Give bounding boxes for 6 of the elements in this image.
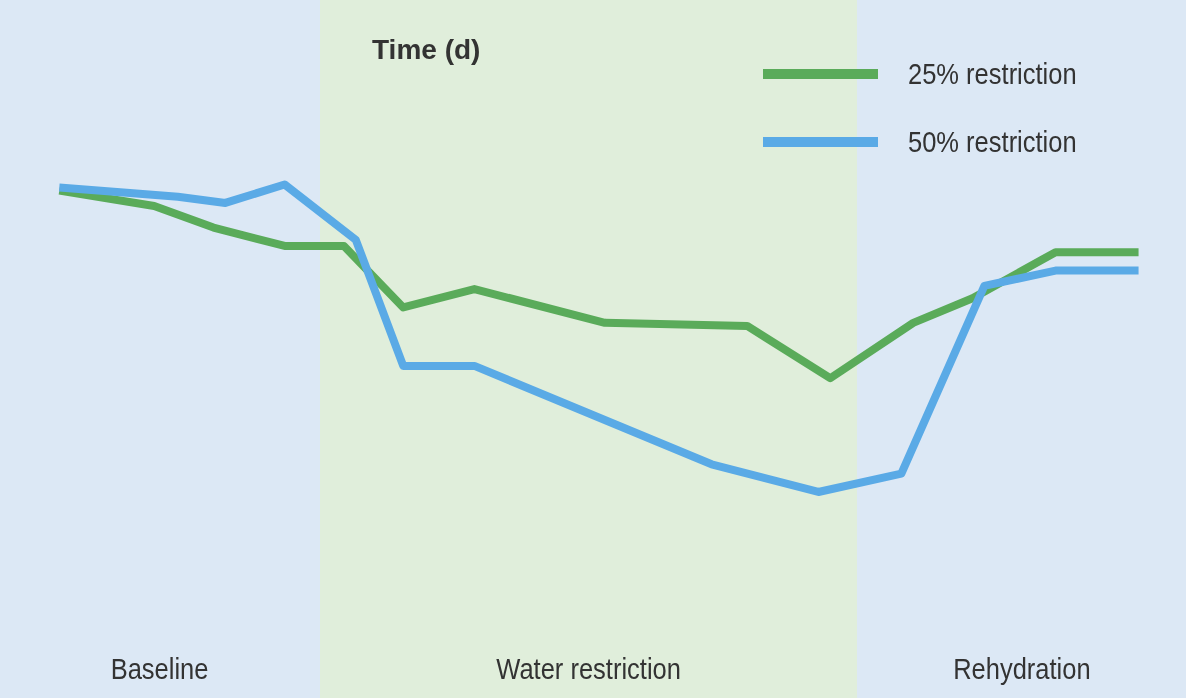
x-axis-title: Time (d) — [372, 34, 481, 66]
text: Baseline — [111, 652, 209, 686]
text: Rehydration — [952, 652, 1091, 686]
legend-label: 25% restriction — [907, 57, 1077, 91]
text: Water restriction — [496, 652, 681, 686]
legend-label: 50% restriction — [907, 125, 1077, 159]
